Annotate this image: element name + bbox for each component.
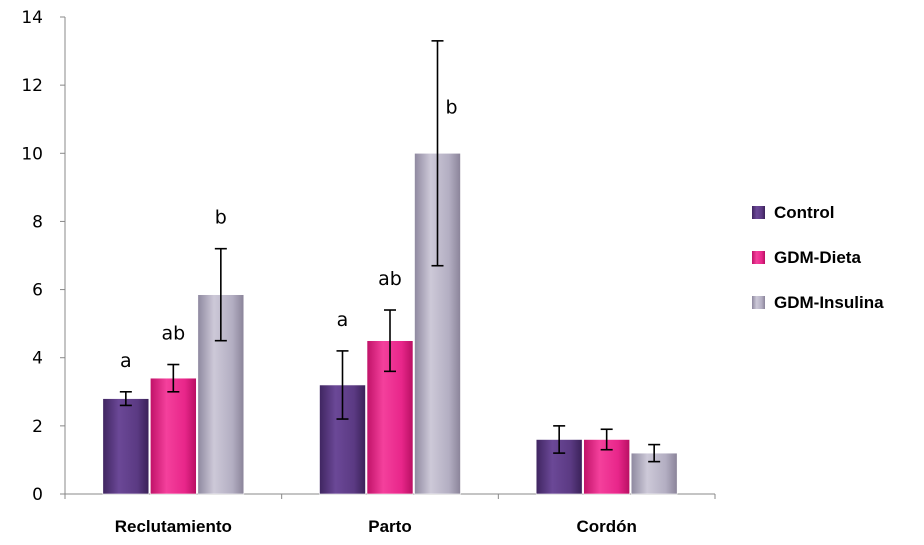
bar-control xyxy=(535,439,583,495)
x-category-label: Parto xyxy=(368,517,411,536)
y-tick-label: 8 xyxy=(32,212,43,232)
y-tick-label: 10 xyxy=(21,144,43,164)
bar-gdm-dieta xyxy=(150,377,197,495)
significance-letter: a xyxy=(120,350,132,372)
significance-letter: b xyxy=(215,207,227,229)
y-tick-label: 2 xyxy=(32,417,43,437)
y-tick-label: 0 xyxy=(32,485,43,505)
legend-label: GDM-Insulina xyxy=(774,293,884,312)
chart-axes: 0 2 4 6 8 10 12 14 Reclutamiento Parto Cordón xyxy=(21,8,716,536)
significance-letter: ab xyxy=(161,323,185,345)
significance-letter: b xyxy=(445,96,457,118)
y-tick-label: 12 xyxy=(21,76,43,96)
x-category-label: Reclutamiento xyxy=(115,517,232,536)
y-tick-label: 14 xyxy=(21,8,43,28)
legend-swatch-gdm-dieta xyxy=(752,251,765,264)
legend-swatch-gdm-insulina xyxy=(752,296,765,309)
bar-groups: a ab b a ab b xyxy=(102,40,678,495)
legend-swatch-control xyxy=(752,206,765,219)
significance-letter: ab xyxy=(378,268,402,290)
significance-letter: a xyxy=(337,309,349,331)
x-category-label: Cordón xyxy=(576,517,636,536)
y-tick-label: 4 xyxy=(32,349,43,369)
y-tick-label: 6 xyxy=(32,281,43,301)
legend-label: GDM-Dieta xyxy=(774,248,861,267)
bar-control xyxy=(102,398,150,495)
chart-legend: Control GDM-Dieta GDM-Insulina xyxy=(752,203,884,312)
legend-label: Control xyxy=(774,203,834,222)
